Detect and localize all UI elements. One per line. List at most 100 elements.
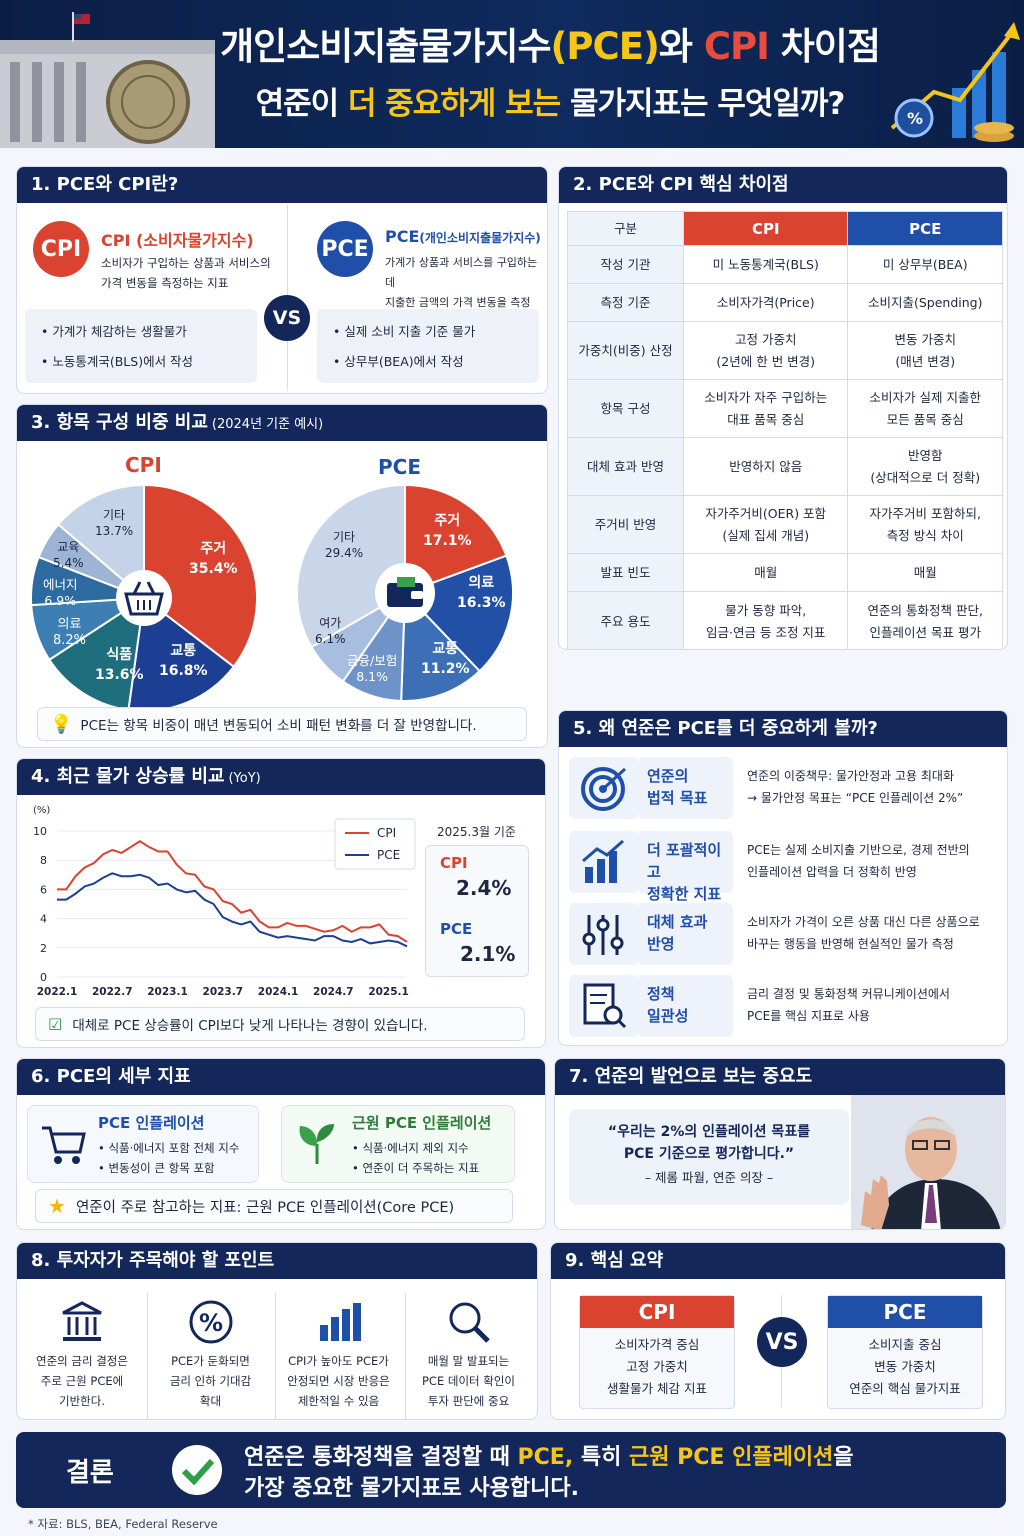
core-pce-title: 근원 PCE 인플레이션 (352, 1114, 492, 1132)
latest-values-box: CPI 2.4% PCE 2.1% (425, 845, 529, 977)
star-icon: ★ (48, 1194, 66, 1218)
y-tick-label: 6 (40, 883, 47, 896)
section-1-definitions: 1. PCE와 CPI란? CPI CPI (소비자물가지수) 소비자가 구입하… (16, 166, 548, 394)
target-icon (569, 757, 639, 819)
y-tick-label: 2 (40, 942, 47, 955)
point-item: CPI가 높아도 PCE가 안정되면 시장 반응은 제한적일 수 있음 (275, 1293, 401, 1419)
series-line-pce (57, 872, 408, 948)
page-title: 개인소비지출물가지수(PCE)와 CPI 차이점 (220, 25, 881, 68)
point-item: 연준의 금리 결정은 주로 근원 PCE에 기반한다. (19, 1293, 145, 1419)
sliders-icon (569, 903, 639, 965)
source-note: * 자료: BLS, BEA, Federal Reserve (28, 1517, 218, 1531)
pie-slice-0 (143, 483, 258, 669)
section-4-inflation-chart: 4. 최근 물가 상승률 비교 (YoY) (%) 0 2 4 6 8 10 2022.1 20… (16, 758, 546, 1048)
reason-text: 금리 결정 및 통화정책 커뮤니케이션에서 PCE를 핵심 지표로 사용 (747, 987, 950, 1023)
document-search-icon (569, 975, 639, 1037)
pie-slice-5 (296, 483, 406, 649)
cpi-badge: CPI (33, 221, 89, 277)
legend-label: CPI (377, 826, 396, 840)
table-row: 작성 기관 미 노동통계국(BLS) 미 상무부(BEA) (567, 245, 1003, 284)
pce-inflation-title: PCE 인플레이션 (98, 1114, 205, 1132)
point-item: % PCE가 둔화되면 금리 인하 기대감 확대 (147, 1293, 273, 1419)
latest-pce-value: 2.1% (460, 942, 516, 966)
reason-row: 대체 효과 반영 소비자가 가격이 오른 상품 대신 다른 상품으로 바꾸는 행동을… (569, 903, 999, 969)
asof-label: 2025.3월 기준 (437, 825, 516, 839)
section-4-note: ☑ 대체로 PCE 상승률이 CPI보다 낮게 나타나는 경향이 있습니다. (35, 1007, 525, 1041)
table-row: 주요 용도 물가 동향 파악, 임금·연금 등 조정 지표 연준의 통화정책 판단, 인… (567, 591, 1003, 649)
cpi-desc: 소비자가 구입하는 상품과 서비스의 가격 변동을 측정하는 지표 (101, 256, 271, 290)
cpi-name: CPI (소비자물가지수) (101, 231, 254, 250)
page-subtitle: 연준이 더 중요하게 보는 물가지표는 무엇일까? (255, 86, 846, 122)
cpi-label-medical: 의료 8.2% (53, 617, 87, 648)
reason-label: 연준의 법적 목표 (639, 757, 733, 819)
section-1-title: 1. PCE와 CPI란? (17, 167, 547, 203)
pce-name: PCE(개인소비지출물가지수) (385, 227, 541, 246)
pce-label-housing: 주거 17.1% (423, 513, 472, 549)
core-pce-tile: 근원 PCE 인플레이션 • 식품·에너지 제외 지수 • 연준이 더 주목하는 … (281, 1105, 515, 1183)
section-6-pce-details: 6. PCE의 세부 지표 PCE 인플레이션 • 식품·에너지 포함 전체 지… (16, 1058, 546, 1230)
cpi-pie-title: CPI (125, 453, 162, 477)
pce-bullets: • 실제 소비 지출 기준 물가 • 상무부(BEA)에서 작성 (317, 309, 539, 383)
table-row: 가중치(비중) 산정 고정 가중치 (2년에 한 번 변경) 변동 가중치 (매년 변경… (567, 321, 1003, 380)
reason-text: PCE는 실제 소비지출 기반으로, 경제 전반의 인플레이션 압력을 더 정확히… (747, 843, 970, 879)
x-tick-label: 2022.7 (92, 986, 133, 998)
row-label: 발표 빈도 (567, 553, 684, 592)
header-banner: 개인소비지출물가지수(PCE)와 CPI 차이점 연준이 더 중요하게 보는 물… (0, 0, 1024, 148)
pce-label-other: 기타 29.4% (325, 530, 364, 560)
quote-bubble: “우리는 2%의 인플레이션 목표를 PCE 기준으로 평가합니다.” – 제롬… (569, 1109, 849, 1205)
section-9-summary: 9. 핵심 요약 CPI 소비자가격 중심 고정 가중치 생활물가 체감 지표 VS… (550, 1242, 1006, 1420)
conclusion-label: 결론 (66, 1458, 114, 1488)
table-cell: 반영함 (상대적으로 더 정확) (847, 437, 1003, 496)
table-cell: 자가주거비(OER) 포함 (실제 집세 개념) (682, 495, 849, 554)
table-row: 발표 빈도 매월 매월 (567, 553, 1003, 592)
check-icon (172, 1445, 222, 1495)
pce-inflation-desc: • 식품·에너지 포함 전체 지수 • 변동성이 큰 항목 포함 (98, 1141, 240, 1175)
y-tick-label: 0 (40, 971, 47, 984)
table-cell: 변동 가중치 (매년 변경) (847, 321, 1003, 380)
row-label: 작성 기관 (567, 245, 684, 284)
table-cell: 물가 동향 파악, 임금·연금 등 조정 지표 (682, 591, 849, 649)
cpi-label-food: 식품 13.6% (95, 647, 144, 683)
basket-icon (124, 581, 164, 616)
point-item: 매월 말 발표되는 PCE 데이터 확인이 투자 판단에 중요 (405, 1293, 531, 1419)
reason-text: 소비자가 가격이 오른 상품 대신 다른 상품으로 바꾸는 행동을 반영해 현실적… (747, 915, 980, 951)
section-2-title: 2. PCE와 CPI 핵심 차이점 (559, 167, 1007, 203)
pie-slice-6 (56, 483, 145, 601)
checkbox-icon: ☑ (48, 1014, 63, 1034)
section-3-title: 3. 항목 구성 비중 비교 (2024년 기준 예시) (17, 405, 547, 441)
reason-row: 정책 일관성 금리 결정 및 통화정책 커뮤니케이션에서 PCE를 핵심 지표로 사… (569, 975, 999, 1041)
x-tick-label: 2024.1 (258, 986, 299, 998)
reason-row: 연준의 법적 목표 연준의 이중책무: 물가안정과 고용 최대화 → 물가안정 목표… (569, 757, 999, 823)
shopping-cart-icon (42, 1126, 86, 1164)
conclusion-text: 연준은 통화정책을 결정할 때 PCE, 특히 근원 PCE 인플레이션을 가장… (244, 1445, 854, 1501)
y-tick-label: 4 (40, 913, 47, 926)
cpi-label-energy: 에너지 6.9% (43, 577, 78, 608)
section-5-title: 5. 왜 연준은 PCE를 더 중요하게 볼까? (559, 711, 1007, 747)
table-cell: 소비자가 실제 지출한 모든 품목 중심 (847, 379, 1003, 438)
pie-slice-2 (400, 590, 481, 702)
y-tick-label: 10 (33, 825, 47, 838)
series-line-cpi (57, 840, 408, 943)
section-8-investor-points: 8. 투자자가 주목해야 할 포인트 연준의 금리 결정은 주로 근원 PCE에 기… (16, 1242, 538, 1420)
legend-label: PCE (377, 848, 400, 862)
table-cell: 미 노동통계국(BLS) (682, 245, 849, 284)
section-5-why-pce: 5. 왜 연준은 PCE를 더 중요하게 볼까? 연준의 법적 목표 연준의 이중… (558, 710, 1008, 1046)
cpi-label-education: 교육 5.4% (53, 540, 84, 570)
cpi-label-housing: 주거 35.4% (189, 541, 238, 577)
x-tick-label: 2023.7 (203, 986, 244, 998)
latest-cpi-label: CPI (440, 854, 468, 872)
pce-badge: PCE (317, 221, 373, 277)
table-row: 측정 기준 소비자가격(Price) 소비지출(Spending) (567, 283, 1003, 322)
section-3-note: 💡 PCE는 항목 비중이 매년 변동되어 소비 패턴 변화를 더 잘 반영합니… (37, 707, 527, 741)
vs-badge: VS (264, 295, 310, 341)
table-cell: 매월 (682, 553, 849, 592)
reason-text: 연준의 이중책무: 물가안정과 고용 최대화 → 물가안정 목표는 “PCE 인플… (747, 769, 964, 805)
cpi-label-transport: 교통 16.8% (159, 643, 208, 679)
x-tick-label: 2023.1 (147, 986, 188, 998)
wallet-icon (387, 577, 423, 607)
table-header-cpi: CPI (682, 211, 849, 246)
y-tick-label: 8 (40, 854, 47, 867)
comparison-table: 구분 CPI PCE 작성 기관 미 노동통계국(BLS) 미 상무부(BEA) 측정… (567, 211, 1003, 649)
section-6-note: ★ 연준이 주로 참고하는 지표: 근원 PCE 인플레이션(Core PCE) (35, 1189, 513, 1223)
cpi-label-other: 기타 13.7% (95, 508, 134, 538)
